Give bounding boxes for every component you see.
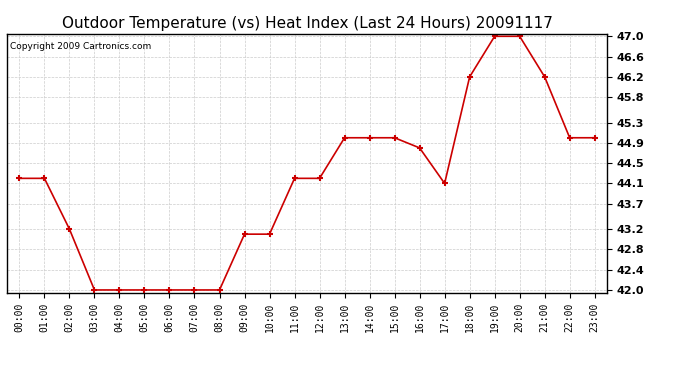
Text: Copyright 2009 Cartronics.com: Copyright 2009 Cartronics.com <box>10 42 151 51</box>
Title: Outdoor Temperature (vs) Heat Index (Last 24 Hours) 20091117: Outdoor Temperature (vs) Heat Index (Las… <box>61 16 553 31</box>
